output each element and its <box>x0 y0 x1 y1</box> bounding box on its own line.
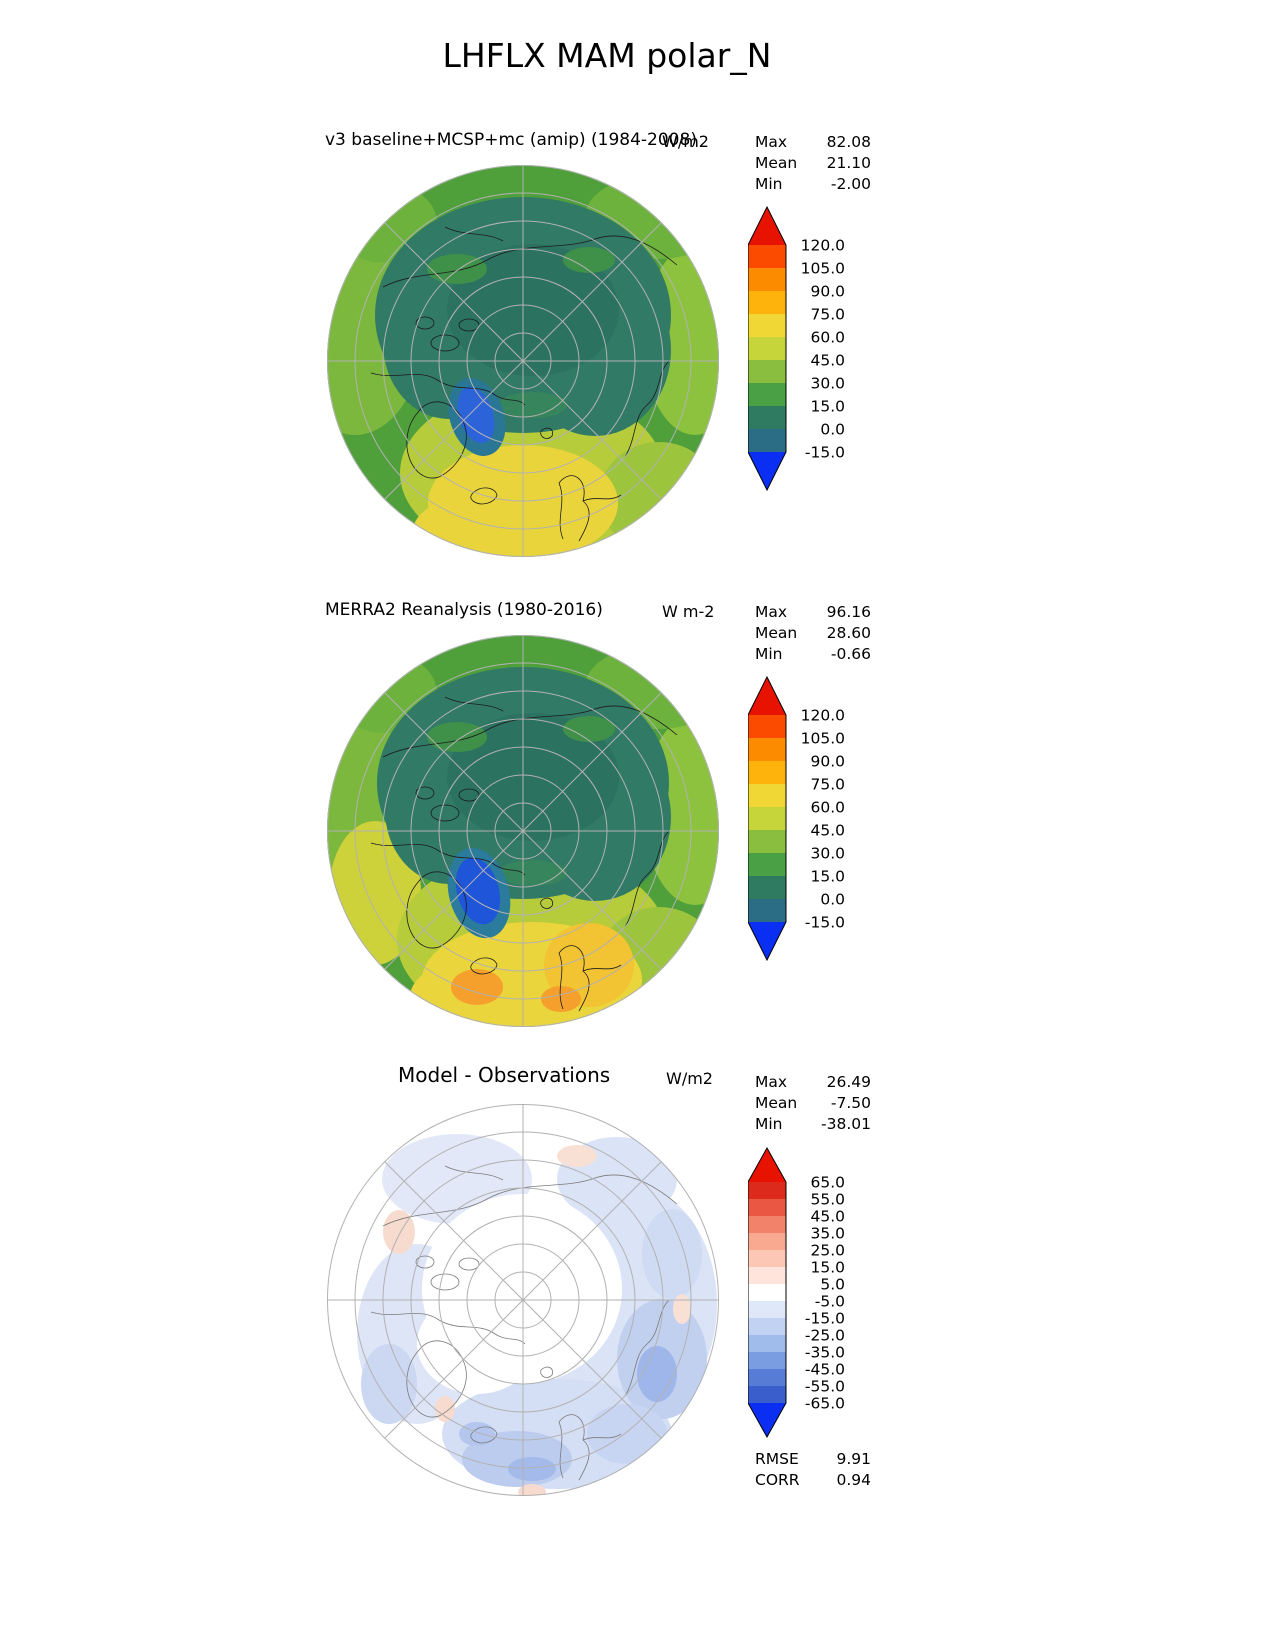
svg-text:90.0: 90.0 <box>810 283 845 301</box>
svg-text:-45.0: -45.0 <box>805 1361 845 1379</box>
svg-text:30.0: 30.0 <box>810 845 845 863</box>
svg-text:15.0: 15.0 <box>810 868 845 886</box>
colorbar-difference: 65.0 55.0 45.0 35.0 25.0 15.0 5.0 -5.0 -15.0 -25.… <box>747 1143 860 1446</box>
panel-diff-stats: Max 26.49 Mean -7.50 Min -38.01 <box>755 1072 871 1135</box>
map-difference <box>327 1104 719 1496</box>
graticule <box>327 1104 719 1496</box>
colorbar-reference: 120.0 105.0 90.0 75.0 60.0 45.0 30.0 15.0 0.0 -15… <box>747 672 860 969</box>
svg-text:65.0: 65.0 <box>810 1174 845 1192</box>
panel-ref-units: W m-2 <box>662 602 715 621</box>
stat-row: Max 26.49 <box>755 1072 871 1093</box>
stat-row: CORR 0.94 <box>755 1470 871 1491</box>
stat-label: Mean <box>755 624 798 642</box>
svg-text:15.0: 15.0 <box>810 1259 845 1277</box>
stat-value: -0.66 <box>830 645 871 663</box>
stat-row: Max 82.08 <box>755 132 871 153</box>
stat-value: -2.00 <box>830 175 871 193</box>
graticule <box>327 165 719 557</box>
svg-text:15.0: 15.0 <box>810 398 845 416</box>
svg-text:75.0: 75.0 <box>810 306 845 324</box>
coastlines <box>370 226 678 542</box>
graticule <box>327 635 719 1027</box>
svg-text:45.0: 45.0 <box>810 822 845 840</box>
svg-text:5.0: 5.0 <box>820 1276 845 1294</box>
stat-value: 21.10 <box>826 154 871 172</box>
stat-value: 0.94 <box>836 1471 871 1489</box>
stat-label: Max <box>755 133 788 151</box>
stat-row: Mean 28.60 <box>755 623 871 644</box>
svg-text:30.0: 30.0 <box>810 375 845 393</box>
svg-text:-15.0: -15.0 <box>805 1310 845 1328</box>
svg-text:120.0: 120.0 <box>801 237 845 255</box>
stat-label: Min <box>755 645 783 663</box>
stat-label: Min <box>755 175 783 193</box>
svg-text:-55.0: -55.0 <box>805 1378 845 1396</box>
svg-text:60.0: 60.0 <box>810 329 845 347</box>
svg-text:35.0: 35.0 <box>810 1225 845 1243</box>
stat-row: Min -38.01 <box>755 1114 871 1135</box>
stat-label: RMSE <box>755 1450 799 1468</box>
stat-label: Max <box>755 603 788 621</box>
svg-text:-5.0: -5.0 <box>815 1293 845 1311</box>
panel-model-subtitle: v3 baseline+MCSP+mc (amip) (1984-2008) <box>325 130 697 150</box>
stat-value: 26.49 <box>826 1073 871 1091</box>
panel-diff-units: W/m2 <box>666 1069 713 1088</box>
stat-row: Min -2.00 <box>755 174 871 195</box>
svg-text:75.0: 75.0 <box>810 776 845 794</box>
svg-text:-65.0: -65.0 <box>805 1395 845 1413</box>
stat-value: 96.16 <box>826 603 871 621</box>
svg-text:-15.0: -15.0 <box>805 444 845 462</box>
panel-ref-stats: Max 96.16 Mean 28.60 Min -0.66 <box>755 602 871 665</box>
map-reference <box>327 635 719 1027</box>
footer-stats: RMSE 9.91 CORR 0.94 <box>755 1449 871 1491</box>
svg-text:45.0: 45.0 <box>810 1208 845 1226</box>
svg-text:25.0: 25.0 <box>810 1242 845 1260</box>
stat-value: 9.91 <box>836 1450 871 1468</box>
svg-text:-25.0: -25.0 <box>805 1327 845 1345</box>
svg-text:0.0: 0.0 <box>820 421 845 439</box>
stat-value: -7.50 <box>830 1094 871 1112</box>
stat-label: Mean <box>755 1094 798 1112</box>
page-title: LHFLX MAM polar_N <box>442 36 772 75</box>
stat-row: Mean 21.10 <box>755 153 871 174</box>
stat-label: Max <box>755 1073 788 1091</box>
map-model <box>327 165 719 557</box>
stat-row: Max 96.16 <box>755 602 871 623</box>
stat-value: -38.01 <box>821 1115 871 1133</box>
coastlines <box>370 1165 678 1481</box>
stat-row: Min -0.66 <box>755 644 871 665</box>
svg-text:105.0: 105.0 <box>801 260 845 278</box>
svg-text:0.0: 0.0 <box>820 891 845 909</box>
stat-value: 28.60 <box>826 624 871 642</box>
svg-text:45.0: 45.0 <box>810 352 845 370</box>
stat-row: Mean -7.50 <box>755 1093 871 1114</box>
svg-text:90.0: 90.0 <box>810 753 845 771</box>
svg-text:-15.0: -15.0 <box>805 914 845 932</box>
panel-model-units: W/m2 <box>662 132 709 151</box>
svg-text:105.0: 105.0 <box>801 730 845 748</box>
panel-diff-subtitle: Model - Observations <box>398 1063 611 1087</box>
svg-text:55.0: 55.0 <box>810 1191 845 1209</box>
stat-value: 82.08 <box>826 133 871 151</box>
colorbar-model: 120.0 105.0 90.0 75.0 60.0 45.0 30.0 15.0 0.0 -15… <box>747 202 860 499</box>
stat-label: Mean <box>755 154 798 172</box>
panel-model-stats: Max 82.08 Mean 21.10 Min -2.00 <box>755 132 871 195</box>
svg-text:120.0: 120.0 <box>801 707 845 725</box>
stat-label: CORR <box>755 1471 800 1489</box>
stat-label: Min <box>755 1115 783 1133</box>
svg-text:-35.0: -35.0 <box>805 1344 845 1362</box>
svg-text:60.0: 60.0 <box>810 799 845 817</box>
panel-ref-subtitle: MERRA2 Reanalysis (1980-2016) <box>325 600 603 620</box>
stat-row: RMSE 9.91 <box>755 1449 871 1470</box>
coastlines <box>370 696 678 1012</box>
